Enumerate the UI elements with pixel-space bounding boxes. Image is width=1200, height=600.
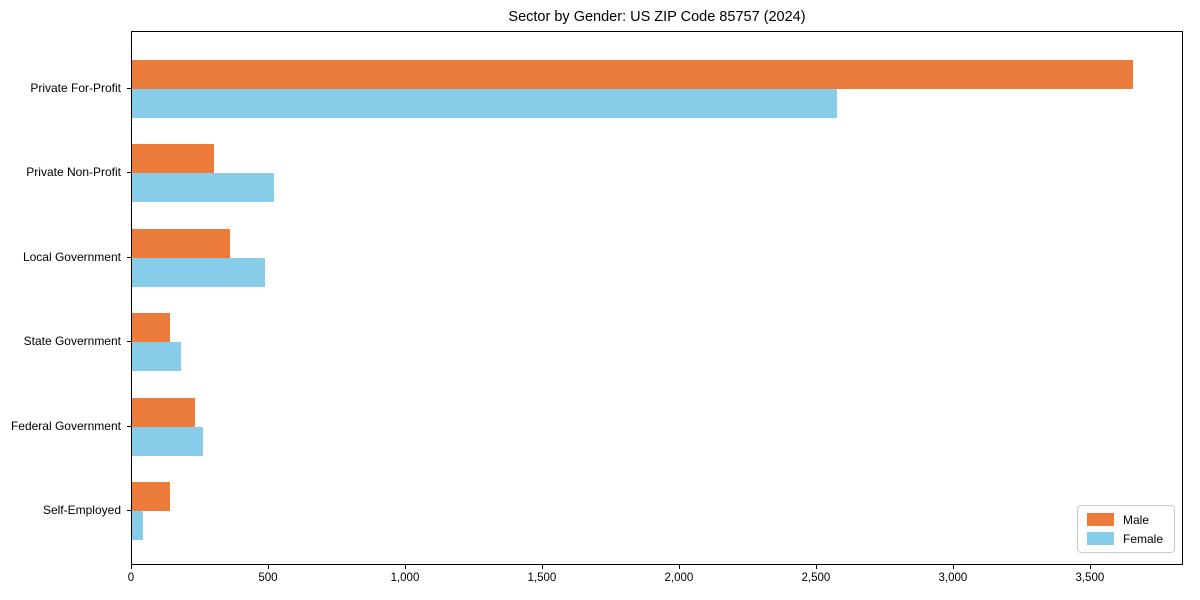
plot-area: Male Female [131, 31, 1183, 565]
chart-title: Sector by Gender: US ZIP Code 85757 (202… [508, 9, 806, 25]
y-tick-mark [127, 172, 131, 174]
x-tick-mark [678, 565, 680, 569]
bar-male-0 [132, 60, 1133, 89]
legend-label: Female [1122, 531, 1163, 546]
bar-male-4 [132, 397, 195, 427]
legend-item-female: Female [1086, 531, 1163, 546]
y-tick-label: Private Non-Profit [26, 165, 121, 180]
bar-male-1 [132, 144, 215, 174]
bars-layer [132, 32, 1182, 564]
x-tick-label: 1,500 [527, 572, 557, 584]
bar-female-1 [132, 173, 275, 203]
x-tick-mark [815, 565, 817, 569]
bar-female-4 [132, 426, 204, 456]
x-tick-label: 1,000 [390, 572, 420, 584]
x-tick-label: 0 [127, 572, 135, 584]
bar-male-5 [132, 482, 171, 511]
y-tick-mark [127, 341, 131, 343]
bar-female-0 [132, 89, 838, 118]
x-tick-label: 3,500 [1075, 572, 1105, 584]
y-tick-label: Private For-Profit [30, 81, 121, 95]
legend-swatch-male [1086, 513, 1114, 526]
x-tick-label: 500 [258, 572, 278, 584]
bar-male-2 [132, 228, 231, 258]
bar-male-3 [132, 313, 171, 343]
bar-female-3 [132, 342, 182, 372]
x-tick-label: 3,000 [938, 572, 968, 584]
x-tick-label: 2,000 [664, 572, 694, 584]
x-tick-mark [404, 565, 406, 569]
x-axis: 0 500 1,000 1,500 2,000 2,500 3,000 3,500 [0, 565, 1200, 600]
y-tick-label: State Government [23, 334, 121, 349]
y-tick-label: Self-Employed [42, 503, 121, 517]
x-tick-mark [1089, 565, 1091, 569]
y-tick-mark [127, 510, 131, 511]
bar-female-5 [132, 511, 143, 540]
bar-female-2 [132, 257, 265, 287]
y-tick-label: Federal Government [10, 418, 121, 433]
x-tick-mark [952, 565, 954, 569]
y-tick-label: Local Government [22, 249, 121, 264]
y-axis: Private For-Profit Private Non-Profit Loca… [0, 0, 131, 600]
legend: Male Female [1076, 505, 1175, 553]
x-tick-mark [131, 565, 132, 569]
y-tick-mark [127, 425, 131, 427]
legend-item-male: Male [1086, 512, 1163, 527]
x-tick-mark [267, 565, 269, 569]
y-tick-mark [127, 88, 131, 89]
x-tick-label: 2,500 [801, 572, 831, 584]
y-tick-mark [127, 256, 131, 258]
legend-swatch-female [1086, 532, 1114, 545]
legend-label: Male [1122, 512, 1149, 527]
x-tick-mark [541, 565, 543, 569]
